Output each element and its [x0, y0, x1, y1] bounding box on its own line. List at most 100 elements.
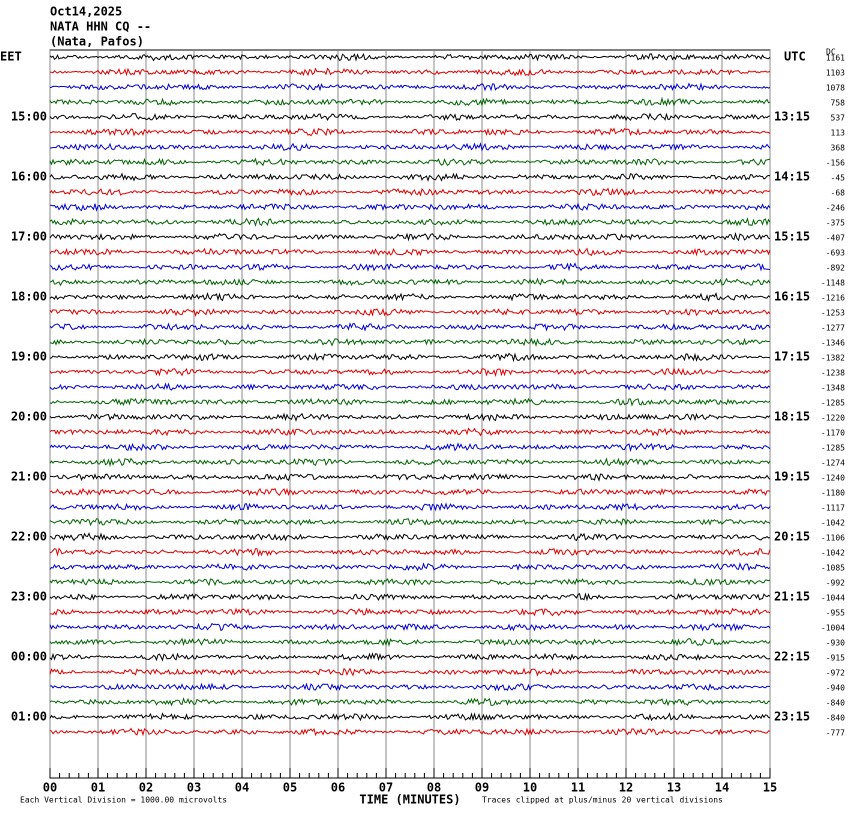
- x-tick-label: 14: [715, 781, 729, 795]
- dc-offset: -407: [826, 234, 845, 243]
- dc-offset: -1274: [821, 459, 845, 468]
- x-tick-label: 08: [427, 781, 441, 795]
- dc-offset: -992: [826, 579, 845, 588]
- trace: [49, 172, 771, 182]
- trace: [49, 652, 771, 662]
- trace: [49, 352, 771, 363]
- x-tick-label: 11: [571, 781, 585, 795]
- x-tick-label: 15: [763, 781, 777, 795]
- dc-offset: -940: [826, 684, 845, 693]
- trace: [50, 472, 771, 482]
- trace: [49, 96, 771, 107]
- dc-offset: -1216: [821, 294, 845, 303]
- right-time: 23:15: [774, 710, 810, 724]
- right-time: 19:15: [774, 470, 810, 484]
- trace: [49, 232, 771, 242]
- station: NATA HHN CQ --: [50, 20, 151, 34]
- right-label: UTC: [784, 50, 806, 64]
- dc-offset: 368: [831, 144, 846, 153]
- x-axis-title: TIME (MINUTES): [359, 793, 460, 807]
- trace: [49, 518, 771, 527]
- dc-offset: -915: [826, 654, 845, 663]
- dc-offset: -1180: [821, 489, 845, 498]
- trace: [49, 547, 771, 557]
- dc-offset: -693: [826, 249, 845, 258]
- trace: [49, 382, 771, 392]
- dc-offset: -1044: [821, 594, 845, 603]
- trace: [49, 337, 771, 348]
- trace: [49, 112, 771, 122]
- x-tick-label: 02: [139, 781, 153, 795]
- trace: [49, 622, 771, 632]
- dc-offset: 1078: [826, 84, 845, 93]
- dc-offset: -930: [826, 639, 845, 648]
- dc-offset: -68: [831, 189, 846, 198]
- trace: [49, 562, 771, 572]
- x-tick-label: 07: [379, 781, 393, 795]
- location: (Nata, Pafos): [50, 35, 144, 49]
- trace: [49, 292, 771, 303]
- dc-offset: -892: [826, 264, 845, 273]
- left-time: 22:00: [11, 530, 47, 544]
- trace: [49, 577, 771, 587]
- dc-offset: 1161: [826, 54, 845, 63]
- right-time: 18:15: [774, 410, 810, 424]
- dc-offset: -1285: [821, 399, 845, 408]
- trace: [50, 607, 771, 617]
- left-time: 01:00: [11, 710, 47, 724]
- left-time: 00:00: [11, 650, 47, 664]
- right-time: 14:15: [774, 170, 810, 184]
- dc-offset: -1285: [821, 444, 845, 453]
- x-tick-label: 03: [187, 781, 201, 795]
- right-time: 22:15: [774, 650, 810, 664]
- dc-offset: 758: [831, 99, 846, 108]
- trace: [49, 322, 771, 332]
- trace: [49, 217, 771, 227]
- trace: [49, 82, 771, 92]
- trace: [49, 277, 771, 287]
- date: Oct14,2025: [50, 5, 122, 19]
- trace: [49, 157, 771, 167]
- right-time: 21:15: [774, 590, 810, 604]
- plot-frame: [49, 49, 771, 779]
- dc-offset: -1346: [821, 339, 845, 348]
- dc-offset: -1277: [821, 324, 845, 333]
- trace: [49, 142, 771, 152]
- trace: [49, 727, 771, 737]
- trace: [49, 367, 771, 377]
- x-tick-label: 13: [667, 781, 681, 795]
- trace: [49, 592, 771, 602]
- dc-offset: -1382: [821, 354, 845, 363]
- x-tick-label: 04: [235, 781, 249, 795]
- trace: [49, 67, 771, 77]
- trace: [49, 412, 771, 422]
- dc-offset: -375: [826, 219, 845, 228]
- trace: [49, 307, 771, 318]
- dc-offset: -246: [826, 204, 845, 213]
- dc-offset: -840: [826, 714, 845, 723]
- dc-offset: 113: [831, 129, 846, 138]
- left-time: 23:00: [11, 590, 47, 604]
- x-tick-label: 01: [91, 781, 105, 795]
- left-time: 17:00: [11, 230, 47, 244]
- left-time: 15:00: [11, 110, 47, 124]
- dc-offset: -45: [831, 174, 846, 183]
- x-tick-label: 06: [331, 781, 345, 795]
- x-tick-label: 00: [43, 781, 57, 795]
- dc-offset: -156: [826, 159, 845, 168]
- trace: [49, 427, 771, 437]
- dc-offset: -972: [826, 669, 845, 678]
- dc-offset: 1103: [826, 69, 845, 78]
- dc-offset: -955: [826, 609, 845, 618]
- scale-note: Each Vertical Division = 1000.00 microvo…: [20, 796, 227, 805]
- left-label: EET: [0, 50, 22, 64]
- clip-note: Traces clipped at plus/minus 20 vertical…: [482, 796, 723, 805]
- left-time: 20:00: [11, 410, 47, 424]
- dc-offset: -1253: [821, 309, 845, 318]
- x-tick-label: 12: [619, 781, 633, 795]
- right-time: 20:15: [774, 530, 810, 544]
- left-time: 19:00: [11, 350, 47, 364]
- dc-offset: -1042: [821, 549, 845, 558]
- dc-offset: -1085: [821, 564, 845, 573]
